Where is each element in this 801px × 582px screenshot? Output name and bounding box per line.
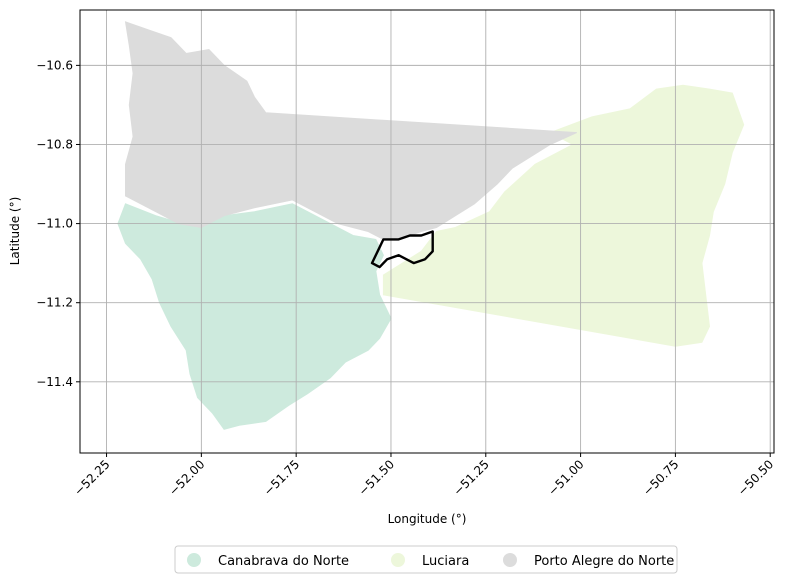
legend-box: [174, 545, 678, 574]
y-axis-ticks: −10.6 −10.8 −11.0 −11.2 −11.4: [36, 58, 80, 389]
regions-layer: [117, 21, 745, 430]
legend-items: Canabrava do Norte Luciara Porto Alegre do…: [187, 553, 674, 569]
x-axis-label: Longitude (°): [388, 512, 467, 526]
y-axis-label: Latitude (°): [8, 197, 22, 266]
legend-label: Porto Alegre do Norte: [534, 554, 674, 569]
x-tick-label: −52.25: [71, 457, 112, 498]
y-tick-label: −10.8: [36, 137, 73, 151]
x-tick-label: −51.50: [356, 457, 397, 498]
x-tick-label: −50.75: [640, 457, 681, 498]
y-tick-label: −11.0: [36, 217, 73, 231]
grid-layer: [80, 10, 774, 453]
x-tick-label: −50.50: [735, 457, 776, 498]
region-canabrava-do-norte: [117, 203, 392, 430]
highlight-outline: [370, 230, 434, 269]
y-tick-label: −11.2: [36, 296, 73, 310]
legend-marker: [503, 553, 517, 567]
x-tick-label: −51.75: [261, 457, 302, 498]
region-luciara: [382, 84, 745, 347]
y-tick-label: −11.4: [36, 375, 73, 389]
legend-marker: [187, 553, 201, 567]
y-tick-label: −10.6: [36, 58, 73, 72]
legend-label: Canabrava do Norte: [218, 554, 349, 569]
x-axis-ticks: −52.25 −52.00 −51.75 −51.50 −51.25 −51.00 −50.…: [71, 453, 776, 499]
outline-layer: [370, 230, 434, 269]
x-tick-label: −52.00: [166, 457, 207, 498]
legend-label: Luciara: [422, 554, 469, 569]
x-tick-label: −51.00: [545, 457, 586, 498]
x-tick-label: −51.25: [451, 457, 492, 498]
plot-frame: [79, 9, 775, 454]
legend-marker: [391, 553, 405, 567]
legend: Canabrava do Norte Luciara Porto Alegre do…: [174, 545, 678, 574]
